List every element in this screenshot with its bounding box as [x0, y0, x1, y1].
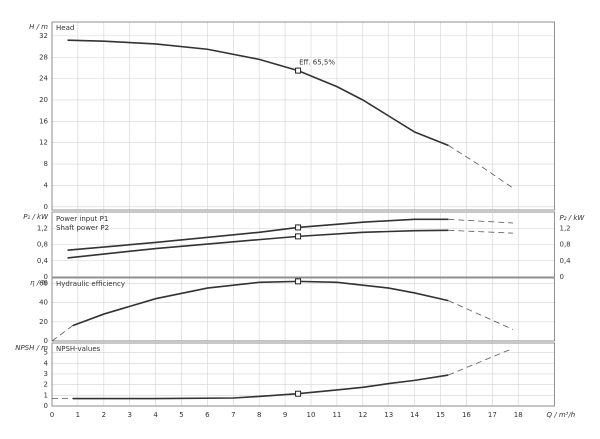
curve — [72, 280, 449, 327]
y-tick-label: 0 — [44, 402, 48, 410]
y-tick-label: 1 — [44, 391, 48, 399]
x-tick-label: 2 — [102, 411, 106, 419]
y2-tick-label: 0,8 — [560, 241, 571, 249]
y2-tick-label: 0 — [560, 273, 564, 281]
y-tick-label: 40 — [39, 299, 48, 307]
operating-point — [295, 224, 302, 231]
legend-label: Shaft power P2 — [56, 224, 109, 232]
x-tick-label: 5 — [179, 411, 183, 419]
y-tick-label: 3 — [44, 370, 48, 378]
curve — [448, 300, 514, 330]
operating-point — [295, 278, 302, 285]
x-tick-label: 18 — [514, 411, 523, 419]
panel-label: NPSH-values — [56, 345, 101, 353]
x-tick-label: 12 — [358, 411, 367, 419]
x-tick-label: 8 — [257, 411, 261, 419]
curve — [67, 229, 449, 259]
panel-frame — [51, 21, 555, 211]
y-tick-label: 0,4 — [37, 257, 49, 265]
x-tick-label: 15 — [436, 411, 445, 419]
curve — [448, 347, 514, 376]
y-tick-label: 5 — [44, 349, 48, 357]
curve — [67, 218, 449, 251]
y2-tick-label: 1,2 — [560, 224, 571, 232]
y-tick-label: 16 — [39, 117, 48, 125]
curve — [51, 325, 73, 342]
x-tick-label: 7 — [231, 411, 235, 419]
y-tick-label: 4 — [44, 181, 49, 189]
x-tick-label: 1 — [76, 411, 80, 419]
curve — [448, 218, 514, 224]
y-tick-label: 28 — [39, 53, 48, 61]
curve — [448, 229, 514, 234]
x-tick-label: 6 — [205, 411, 210, 419]
curve — [448, 145, 514, 189]
y-tick-label: 12 — [39, 139, 48, 147]
x-tick-label: 3 — [127, 411, 131, 419]
y-tick-label: 4 — [44, 359, 49, 367]
x-axis-label: Q / m³/h — [547, 411, 576, 419]
x-tick-label: 9 — [283, 411, 287, 419]
x-tick-label: 14 — [410, 411, 419, 419]
y-tick-label: 24 — [39, 75, 48, 83]
y-tick-label: 20 — [39, 96, 48, 104]
y-axis-label: η / % — [30, 279, 48, 287]
panel-label: Hydraulic efficiency — [56, 280, 125, 288]
panel-frame — [51, 342, 555, 407]
x-tick-label: 16 — [462, 411, 471, 419]
operating-point — [295, 67, 302, 74]
y-axis-label: H / m — [29, 23, 48, 31]
y-tick-label: 0 — [44, 337, 48, 345]
curve — [72, 374, 449, 400]
operating-point — [295, 233, 302, 240]
legend-label: Power input P1 — [56, 215, 108, 223]
x-tick-label: 0 — [50, 411, 54, 419]
y-tick-label: 32 — [39, 32, 48, 40]
annotation: Eff. 65,5% — [299, 59, 335, 67]
y-tick-label: 60 — [39, 279, 48, 287]
operating-point — [295, 390, 302, 397]
curve — [67, 39, 449, 147]
y2-tick-label: 0,4 — [560, 257, 572, 265]
x-tick-label: 17 — [488, 411, 497, 419]
y-axis-label: P₁ / kW — [23, 213, 49, 221]
panel-label: Head — [56, 24, 74, 32]
y-tick-label: 0 — [44, 203, 48, 211]
y-tick-label: 1,2 — [37, 224, 48, 232]
y-tick-label: 0 — [44, 273, 48, 281]
x-tick-label: 11 — [332, 411, 341, 419]
y-tick-label: 8 — [44, 160, 48, 168]
x-tick-label: 13 — [384, 411, 393, 419]
x-tick-label: 4 — [153, 411, 158, 419]
y-tick-label: 20 — [39, 318, 48, 326]
y-axis-label: NPSH / m — [15, 344, 48, 352]
panel-frame — [51, 277, 555, 342]
y-tick-label: 0,8 — [37, 241, 48, 249]
y-tick-label: 2 — [44, 381, 48, 389]
panel-frame — [51, 211, 555, 278]
x-tick-label: 10 — [307, 411, 316, 419]
y2-axis-label: P₂ / kW — [560, 214, 586, 222]
